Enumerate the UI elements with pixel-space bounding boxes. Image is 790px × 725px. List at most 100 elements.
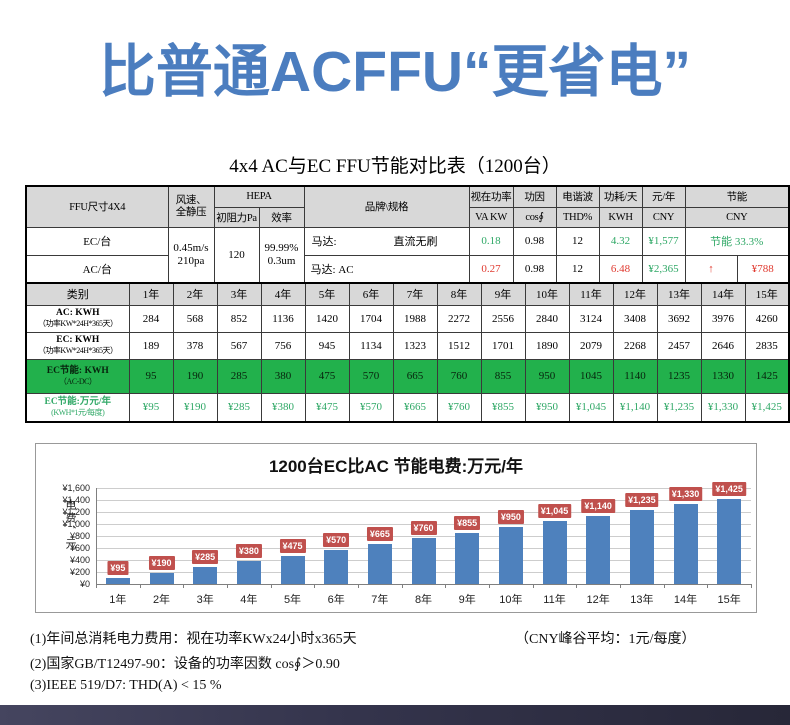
ec-cost: ¥1,577 bbox=[641, 226, 686, 256]
year-header: 13年 bbox=[656, 282, 702, 306]
y-tick-label: ¥200 bbox=[69, 567, 90, 577]
value-cell: 1235 bbox=[656, 358, 702, 394]
hdr-initial-resistance: 初阻力Pa bbox=[213, 206, 260, 228]
hdr-ffu-size: FFU尺寸4X4 bbox=[25, 185, 169, 228]
hdr-thd: THD% bbox=[555, 206, 600, 228]
value-cell: ¥665 bbox=[392, 392, 438, 423]
value-cell: 1420 bbox=[304, 304, 350, 333]
x-tick-label: 1年 bbox=[109, 594, 127, 606]
ac-saving-value: ¥788 bbox=[736, 254, 790, 284]
value-cell: 2268 bbox=[612, 331, 658, 360]
chart-title: 1200台EC比AC 节能电费:万元/年 bbox=[268, 457, 524, 476]
x-tick-mark bbox=[532, 584, 534, 588]
gridline bbox=[96, 512, 751, 513]
value-cell: ¥190 bbox=[172, 392, 218, 423]
table-row: AC: KWH （功率KW*24H*365天） 284 568 852 1136 1420 1… bbox=[25, 304, 790, 333]
y-tick-label: ¥800 bbox=[69, 531, 90, 541]
value-cell: 2079 bbox=[568, 331, 614, 360]
value-cell: ¥285 bbox=[216, 392, 262, 423]
value-cell: 1701 bbox=[480, 331, 526, 360]
x-tick-label: 4年 bbox=[240, 594, 258, 606]
year-header: 7年 bbox=[392, 282, 438, 306]
bar-value-label: ¥665 bbox=[366, 527, 393, 542]
row-label: EC节能:万元/年 (KWH*1元/每度) bbox=[25, 392, 130, 423]
bar-value-label: ¥475 bbox=[279, 538, 306, 553]
ac-label: AC/台 bbox=[25, 254, 169, 284]
x-tick-label: 10年 bbox=[499, 594, 523, 606]
value-cell: 950 bbox=[524, 358, 570, 394]
bottom-bar bbox=[0, 705, 790, 725]
value-cell: 1512 bbox=[436, 331, 482, 360]
x-tick-mark bbox=[183, 584, 185, 588]
ec-spec-row: EC/台 0.45m/s 210pa 120 99.99% 0.3um 马达: … bbox=[25, 226, 790, 284]
bar-value-label: ¥380 bbox=[235, 544, 262, 559]
value-cell: 945 bbox=[304, 331, 350, 360]
ec-motor-value: 直流无刷 bbox=[393, 236, 438, 248]
x-tick-label: 9年 bbox=[458, 594, 476, 606]
row-label-main: EC节能: KWH bbox=[46, 365, 109, 376]
ec-label: EC/台 bbox=[25, 226, 169, 256]
bar-7年 bbox=[367, 544, 392, 584]
bar-value-label: ¥95 bbox=[107, 561, 129, 576]
category-header: 类别 bbox=[25, 282, 130, 306]
value-cell: 568 bbox=[172, 304, 218, 333]
bar-value-label: ¥1,235 bbox=[625, 492, 659, 507]
year-header-row: 类别 1年 2年 3年 4年 5年 6年 7年 8年 9年 10年 11年 12年 13年 14年 15年 bbox=[25, 282, 790, 306]
bar-value-label: ¥760 bbox=[410, 521, 437, 536]
table-row: EC节能:万元/年 (KWH*1元/每度) ¥95 ¥190 ¥285 ¥380 ¥475 ¥… bbox=[25, 392, 790, 423]
value-cell: ¥855 bbox=[480, 392, 526, 423]
hdr-saving-cny: CNY bbox=[684, 206, 790, 228]
y-tick-label: ¥1,200 bbox=[62, 507, 90, 517]
value-cell: 380 bbox=[260, 358, 306, 394]
y-tick-label: ¥600 bbox=[69, 543, 90, 553]
value-cell: 1323 bbox=[392, 331, 438, 360]
bar-6年 bbox=[324, 549, 349, 584]
page-title: 比普通ACFFU“更省电” bbox=[98, 40, 692, 104]
value-cell: ¥475 bbox=[304, 392, 350, 423]
x-tick-label: 11年 bbox=[543, 594, 566, 606]
value-cell: 665 bbox=[392, 358, 438, 394]
value-cell: 3976 bbox=[700, 304, 746, 333]
hdr-efficiency: 效率 bbox=[258, 206, 305, 228]
value-cell: 2840 bbox=[524, 304, 570, 333]
ac-saving-arrow: ↑ bbox=[684, 254, 738, 284]
ac-spec-row: AC/台 马达: AC 0.27 0.98 12 6.48 ¥2,365 ↑ ¥… bbox=[25, 254, 790, 284]
value-cell: 284 bbox=[128, 304, 174, 333]
bar-14年 bbox=[673, 504, 698, 584]
y-axis-line bbox=[96, 488, 97, 584]
x-tick-label: 2年 bbox=[152, 594, 171, 606]
year-header: 14年 bbox=[700, 282, 746, 306]
x-tick-mark bbox=[139, 584, 141, 588]
x-tick-mark bbox=[663, 584, 665, 588]
year-header: 15年 bbox=[744, 282, 790, 306]
year-header: 2年 bbox=[172, 282, 218, 306]
row-label-sub: （AC-DC） bbox=[59, 376, 97, 386]
row-label: EC: KWH （功率KW*24H*365天） bbox=[25, 331, 130, 360]
hdr-consumption: 功耗/天 bbox=[598, 185, 643, 208]
value-cell: ¥380 bbox=[260, 392, 306, 423]
x-tick-label: 6年 bbox=[327, 594, 345, 606]
bar-9年 bbox=[455, 532, 480, 584]
hdr-va-kw: VA KW bbox=[468, 206, 514, 228]
value-cell: 1134 bbox=[348, 331, 394, 360]
comparison-tables: FFU尺寸4X4 风速、 全静压 HEPA 品牌\规格 视在功率 功因 电谐波 … bbox=[25, 185, 790, 423]
value-cell: 95 bbox=[128, 358, 174, 394]
ec-saving: 节能 33.3% bbox=[684, 226, 790, 256]
bar-value-label: ¥1,330 bbox=[668, 487, 703, 502]
ac-motor-cell: 马达: AC bbox=[303, 254, 470, 284]
y-tick-label: ¥0 bbox=[79, 579, 90, 589]
x-tick-label: 13年 bbox=[630, 594, 654, 606]
x-tick-mark bbox=[576, 584, 578, 588]
bar-11年 bbox=[542, 521, 567, 584]
ac-cost: ¥2,365 bbox=[641, 254, 686, 284]
value-cell: 1988 bbox=[392, 304, 438, 333]
value-cell: 760 bbox=[436, 358, 482, 394]
value-cell: 3124 bbox=[568, 304, 614, 333]
x-tick-mark bbox=[227, 584, 228, 588]
table-row: EC: KWH （功率KW*24H*365天） 189 378 567 756 945 113… bbox=[25, 331, 790, 360]
year-header: 3年 bbox=[216, 282, 262, 306]
year-header: 12年 bbox=[612, 282, 658, 306]
x-tick-label: 3年 bbox=[196, 594, 214, 606]
value-cell: 285 bbox=[216, 358, 262, 394]
